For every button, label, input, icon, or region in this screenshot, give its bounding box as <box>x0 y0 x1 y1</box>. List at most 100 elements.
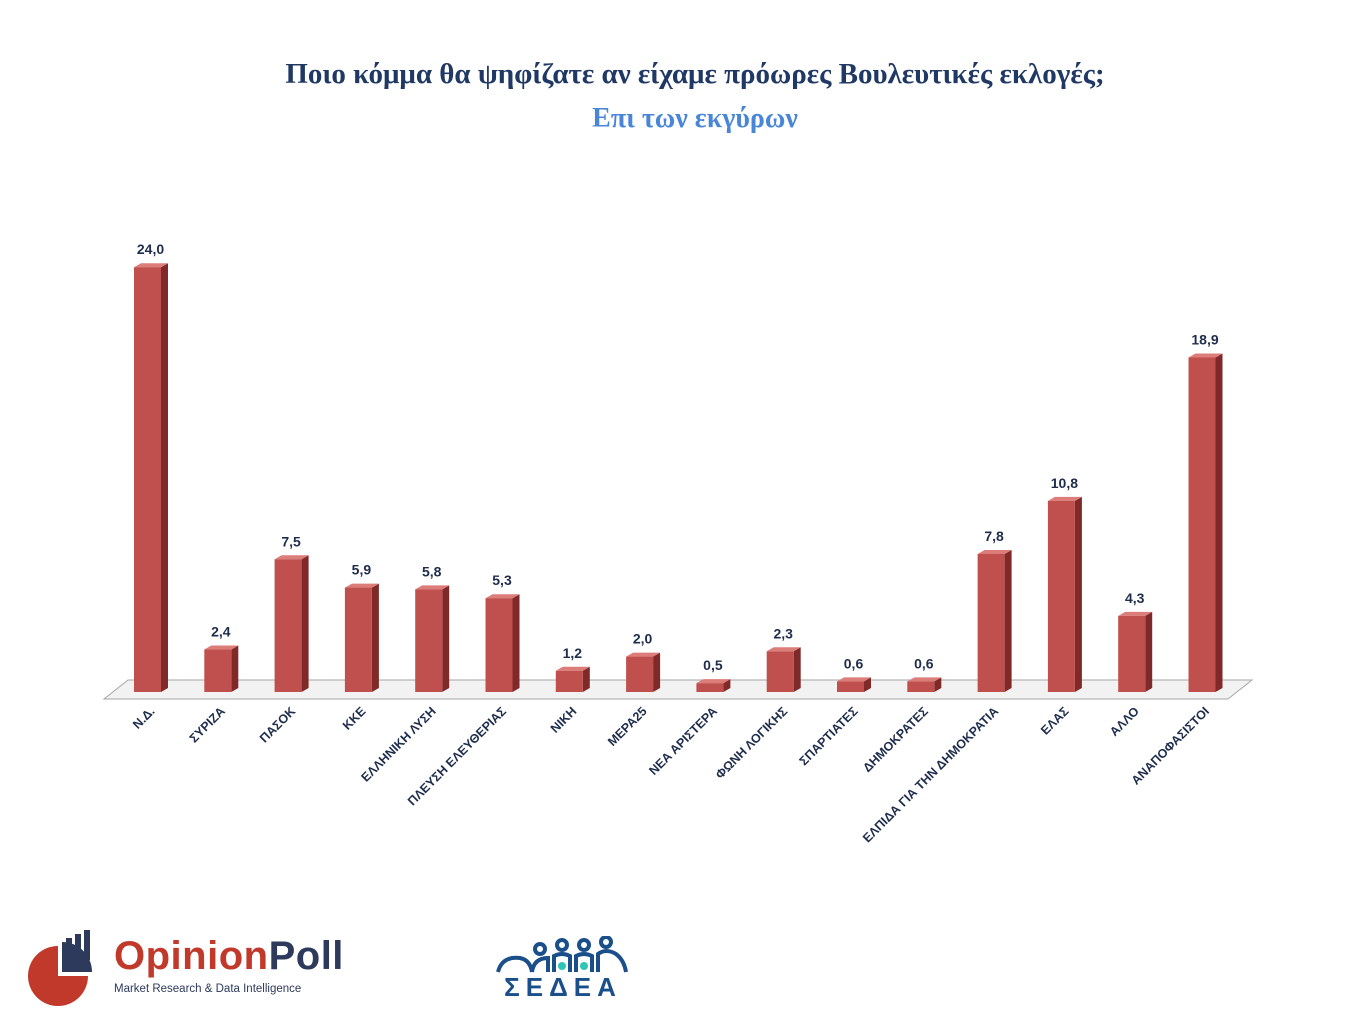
sedea-wordmark: ΣΕΔΕΑ <box>504 972 622 1002</box>
category-label: ΔΗΜΟΚΡΑΤΕΣ <box>860 704 931 775</box>
bar <box>274 555 309 692</box>
chart-floor <box>102 679 1254 700</box>
floor-plane <box>102 679 1254 700</box>
bar-top <box>696 679 731 684</box>
bar-side <box>1145 611 1153 692</box>
opinionpoll-brand-b: Poll <box>268 934 344 978</box>
bar-side <box>793 647 801 692</box>
category-label: ΣΠΑΡΤΙΑΤΕΣ <box>797 704 861 768</box>
category-label: ΝΕΑ ΑΡΙΣΤΕΡΑ <box>646 704 720 778</box>
opinionpoll-logo-icon <box>28 930 92 1006</box>
bar <box>134 263 168 692</box>
bar-value-label: 7,8 <box>984 528 1004 544</box>
bar-side <box>231 645 239 692</box>
chart-title: Ποιο κόμμα θα ψηφίζατε αν είχαμε πρόωρες… <box>285 58 1105 90</box>
category-label: ΚΚΕ <box>340 704 369 733</box>
sedea-people-icon <box>496 936 628 973</box>
bar-top <box>485 594 520 599</box>
bar-top <box>907 677 942 682</box>
bar-top <box>134 263 168 268</box>
bar <box>696 679 731 692</box>
bar-value-label: 24,0 <box>137 241 164 257</box>
opinionpoll-logo: OpinionPoll Market Research & Data Intel… <box>18 928 348 1006</box>
bar-value-label: 0,6 <box>914 655 934 671</box>
category-label: ΠΑΣΟΚ <box>257 704 298 745</box>
category-label: ΑΛΛΟ <box>1107 704 1142 739</box>
bar-top <box>1118 611 1153 616</box>
bar-value-label: 7,5 <box>281 533 301 549</box>
bar-side <box>653 652 661 692</box>
bar-front <box>696 683 724 692</box>
bar-side <box>582 666 590 692</box>
bar-front <box>1118 615 1146 692</box>
bar <box>1118 611 1153 692</box>
bar-front <box>274 559 302 692</box>
bar <box>344 583 379 692</box>
bar-front <box>977 553 1005 692</box>
bar-value-label: 10,8 <box>1051 475 1078 491</box>
bar-value-label: 2,3 <box>773 625 793 641</box>
chart-subtitle: Επι των εκγύρων <box>592 103 798 134</box>
bar-value-label: 4,3 <box>1125 590 1145 606</box>
bar <box>204 645 239 692</box>
bar-front <box>1047 500 1075 692</box>
bar-top <box>1188 353 1223 358</box>
bar-top <box>837 677 871 682</box>
bar-side <box>934 677 942 692</box>
bar-front <box>907 681 935 692</box>
bar-front <box>204 649 232 692</box>
bar-front <box>626 656 654 692</box>
bar <box>977 549 1012 692</box>
bar-front <box>837 681 864 692</box>
bar-side <box>442 585 450 692</box>
opinionpoll-brand-a: Opinion <box>114 934 269 978</box>
bar <box>485 594 520 692</box>
bar-front <box>485 598 513 692</box>
bar-side <box>371 583 379 692</box>
bar <box>555 666 590 692</box>
opinionpoll-wordmark: OpinionPoll <box>114 934 344 979</box>
category-label: ΕΛΑΣ <box>1038 704 1072 738</box>
bar-side <box>723 679 731 692</box>
category-label: ΝΙΚΗ <box>548 704 580 736</box>
bar-side <box>1004 549 1012 692</box>
bar-side <box>1074 496 1082 692</box>
bar-side <box>512 594 520 692</box>
bar-value-label: 5,8 <box>422 563 442 579</box>
bar-front <box>766 651 794 692</box>
category-label: Ν.Δ. <box>130 704 158 732</box>
bar-top <box>555 666 590 671</box>
value-labels-group: 24,0 2,4 7,5 5,9 5,8 5,3 1,2 2,0 0,5 2,3 0,6 0,6 7,8… <box>137 241 1219 673</box>
bar-front <box>415 589 443 692</box>
bar-value-label: 0,5 <box>703 657 723 673</box>
bar-value-label: 1,2 <box>563 645 583 661</box>
category-label: ΑΝΑΠΟΦΑΣΙΣΤΟΙ <box>1129 704 1212 787</box>
bar-top <box>415 585 450 590</box>
sedea-logo: ΣΕΔΕΑ <box>490 936 640 1002</box>
bar-side <box>1215 353 1223 692</box>
bars-group <box>134 263 1223 692</box>
bar-front <box>1188 357 1216 692</box>
bar-top <box>204 645 239 650</box>
bar-value-label: 5,9 <box>352 562 372 578</box>
bar-top <box>1047 496 1082 501</box>
bar-front <box>134 267 161 692</box>
category-label: ΣΥΡΙΖΑ <box>187 704 228 745</box>
bar-top <box>766 647 801 652</box>
bar-side <box>161 263 168 692</box>
bar-value-label: 0,6 <box>844 655 864 671</box>
bar <box>766 647 801 692</box>
bar-top <box>626 652 661 657</box>
bar-value-label: 18,9 <box>1191 331 1218 347</box>
bar-top <box>274 555 309 560</box>
bar <box>626 652 661 692</box>
category-label: ΜΕΡΑ25 <box>605 704 650 749</box>
bar-top <box>344 583 379 588</box>
bar <box>907 677 942 692</box>
bar-value-label: 5,3 <box>492 572 512 588</box>
bar-side <box>864 677 871 692</box>
bar-value-label: 2,0 <box>633 631 653 647</box>
bar-value-label: 2,4 <box>211 624 231 640</box>
